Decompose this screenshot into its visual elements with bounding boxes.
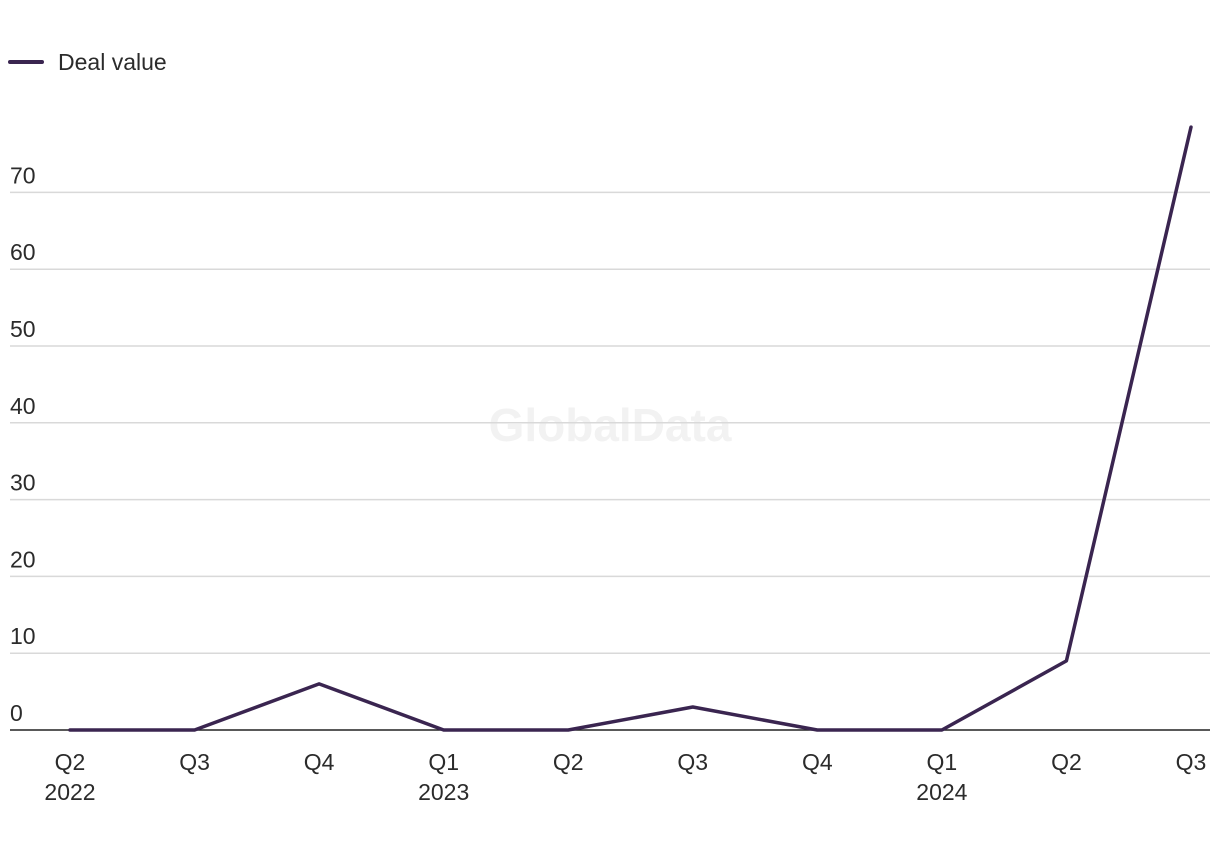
x-tick-label-2: Q4 — [304, 749, 335, 775]
x-tick-label-4: Q2 — [553, 749, 584, 775]
y-tick-label-30: 30 — [10, 470, 36, 496]
y-tick-label-50: 50 — [10, 316, 36, 342]
x-tick-label-1: Q3 — [179, 749, 210, 775]
y-axis-tick-labels: 0 10 20 30 40 50 60 70 — [10, 162, 36, 726]
x-tick-label-7: Q1 — [927, 749, 958, 775]
x-tick-label-8: Q2 — [1051, 749, 1082, 775]
y-tick-label-0: 0 — [10, 700, 23, 726]
y-tick-label-10: 10 — [10, 623, 36, 649]
y-tick-label-60: 60 — [10, 239, 36, 265]
gridlines — [10, 191, 1210, 654]
x-axis-tick-labels: Q2 2022 Q3 Q4 Q1 2023 Q2 Q3 Q4 Q1 2024 Q2 Q3 — [44, 749, 1206, 805]
y-tick-label-70: 70 — [10, 162, 36, 188]
x-year-label-7: 2024 — [916, 779, 967, 805]
x-tick-label-6: Q4 — [802, 749, 833, 775]
series-line-0[interactable] — [68, 125, 1193, 732]
legend-label[interactable]: Deal value — [58, 49, 167, 75]
x-year-label-3: 2023 — [418, 779, 469, 805]
x-tick-label-5: Q3 — [677, 749, 708, 775]
x-tick-label-3: Q1 — [428, 749, 459, 775]
legend: Deal value — [8, 49, 167, 75]
watermark-text: GlobalData — [489, 399, 732, 451]
y-tick-label-40: 40 — [10, 393, 36, 419]
y-tick-label-20: 20 — [10, 546, 36, 572]
x-year-label-0: 2022 — [44, 779, 95, 805]
series-lines — [68, 125, 1193, 732]
x-tick-label-9: Q3 — [1176, 749, 1207, 775]
x-tick-label-0: Q2 — [55, 749, 86, 775]
